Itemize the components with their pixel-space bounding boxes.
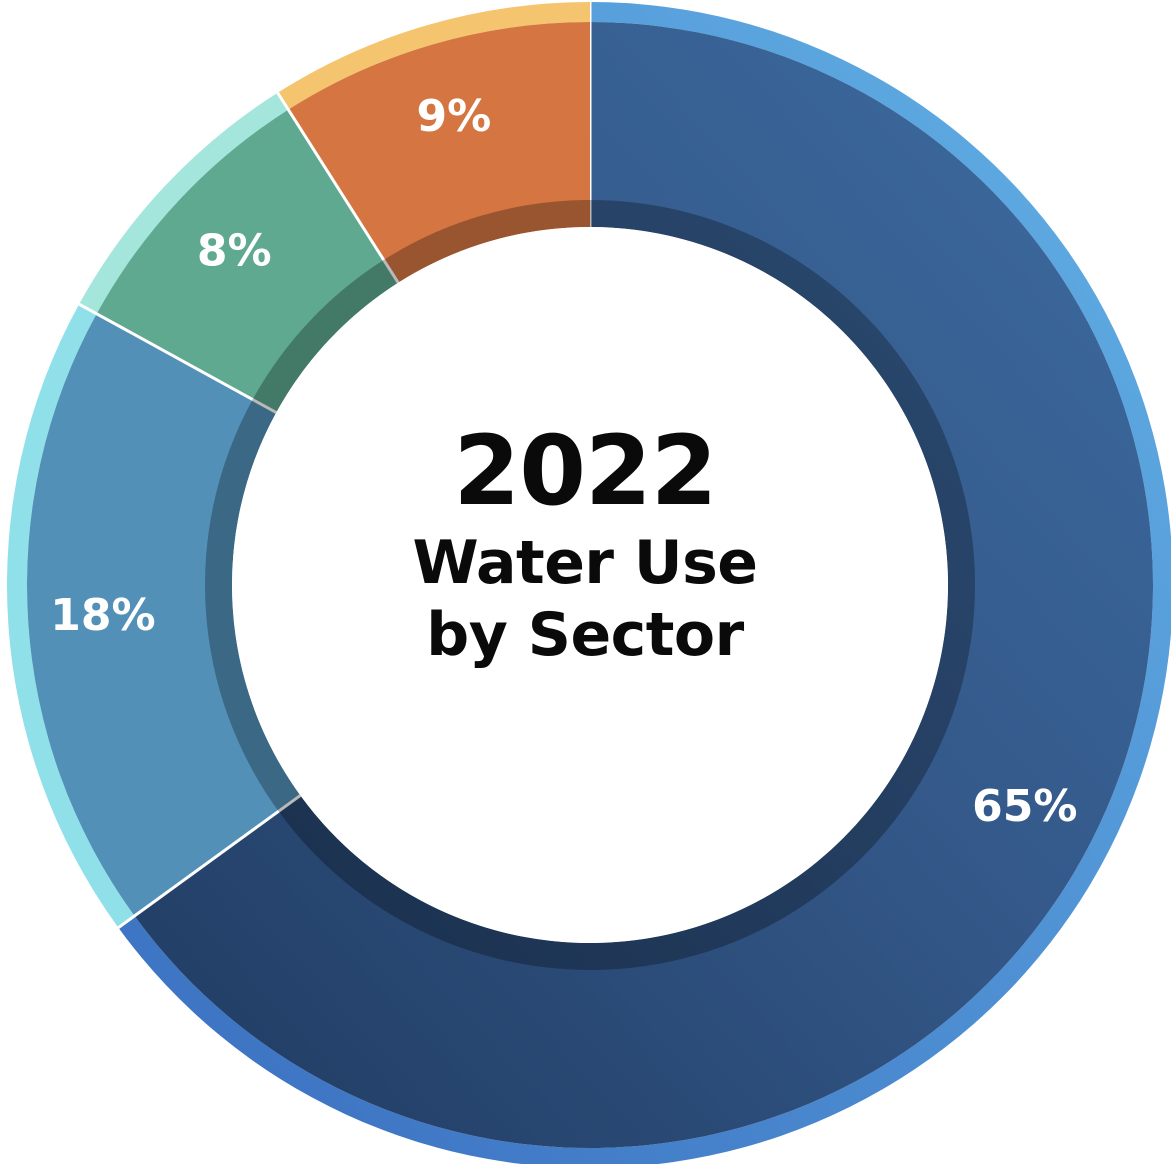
slice-label-1: 18%: [50, 590, 155, 641]
chart-subtitle-line-2: by Sector: [426, 600, 744, 670]
slice-separator-2: [78, 302, 278, 414]
slice-rim-2: [79, 92, 289, 314]
center-title-block: 2022 Water Use by Sector: [385, 415, 785, 671]
slice-3: [288, 21, 590, 283]
chart-title: 2022: [453, 415, 717, 527]
slice-label-2: 8%: [197, 225, 272, 276]
chart-subtitle-line-1: Water Use: [412, 528, 758, 598]
slice-0: [134, 22, 1154, 1148]
slice-label-3: 9%: [417, 91, 492, 142]
inner-shadow-ring: [205, 200, 975, 970]
slice-rim-3: [277, 2, 590, 110]
slice-rim-1: [7, 304, 135, 928]
donut-hole: [232, 227, 948, 943]
slice-label-0: 65%: [972, 781, 1077, 832]
slice-inner-band-1: [205, 399, 301, 812]
slice-labels: 65% 18% 8% 9%: [50, 91, 1077, 832]
donut-slices: [7, 2, 1171, 1164]
slice-inner-band-3: [383, 200, 590, 283]
slice-separator-3: [276, 91, 400, 284]
slice-inner-band-2: [252, 259, 399, 413]
slice-1: [26, 313, 301, 916]
slice-separator-1: [117, 794, 302, 929]
slice-2: [96, 109, 399, 413]
